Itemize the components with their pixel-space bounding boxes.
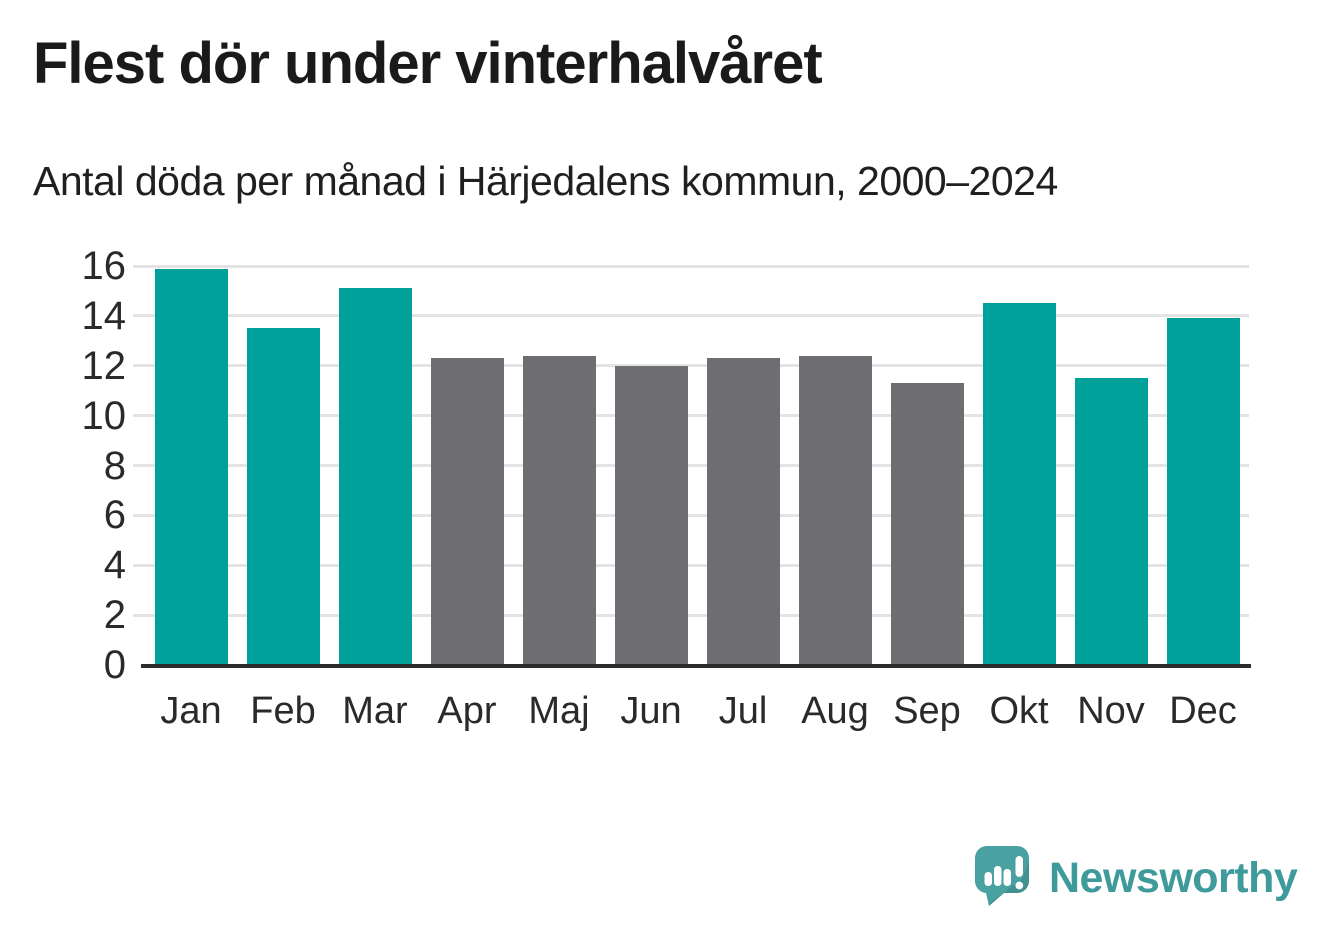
bar-slot-maj [513, 266, 605, 665]
x-tick-label-maj: Maj [528, 690, 590, 732]
gridline-10 [133, 414, 1249, 417]
bar-dec [1166, 318, 1240, 665]
bar-series [145, 266, 1249, 665]
bar-slot-jan [145, 266, 237, 665]
x-tick-label-okt: Okt [989, 690, 1049, 732]
y-tick-label-2: 2 [103, 593, 126, 637]
logo-bar-3 [1003, 869, 1011, 886]
bar-slot-feb [237, 266, 329, 665]
gridline-4 [133, 564, 1249, 567]
logo-exclamation-dot [1015, 881, 1024, 890]
x-tick-label-dec: Dec [1169, 690, 1237, 732]
newsworthy-logo-icon [975, 846, 1029, 906]
bar-jul [706, 358, 780, 665]
x-axis-line [141, 664, 1251, 668]
bar-okt [982, 303, 1056, 665]
logo-exclamation-bar [1015, 856, 1023, 877]
bar-slot-aug [789, 266, 881, 665]
bar-apr [430, 358, 504, 665]
bar-nov [1074, 378, 1148, 665]
y-tick-label-6: 6 [103, 493, 126, 537]
gridline-14 [133, 314, 1249, 317]
bar-slot-nov [1065, 266, 1157, 665]
bar-jan [154, 268, 228, 665]
x-axis-labels: Jan Feb Mar Apr Maj Jun Jul Aug Sep Okt Nov Dec [145, 690, 1249, 733]
x-tick-label-jan: Jan [160, 690, 222, 732]
bar-aug [798, 355, 872, 665]
x-tick-label-jun: Jun [620, 690, 682, 732]
bar-slot-okt [973, 266, 1065, 665]
bar-feb [246, 328, 320, 665]
y-tick-label-12: 12 [81, 344, 127, 388]
logo-bar-2 [994, 866, 1002, 886]
bar-slot-dec [1157, 266, 1249, 665]
brand-name: Newsworthy [1049, 854, 1298, 902]
bar-mar [338, 288, 412, 665]
x-tick-label-sep: Sep [893, 690, 961, 732]
bar-maj [522, 355, 596, 665]
y-tick-label-8: 8 [103, 444, 126, 488]
logo-bar-1 [984, 872, 992, 886]
bar-slot-mar [329, 266, 421, 665]
chart-title: Flest dör under vinterhalvåret [33, 31, 823, 96]
x-tick-label-feb: Feb [250, 690, 316, 732]
bar-slot-apr [421, 266, 513, 665]
x-tick-label-aug: Aug [801, 690, 869, 732]
x-tick-label-nov: Nov [1077, 690, 1145, 732]
gridline-6 [133, 514, 1249, 517]
gridline-2 [133, 614, 1249, 617]
x-tick-label-jul: Jul [718, 690, 768, 732]
y-tick-label-4: 4 [103, 543, 126, 587]
gridline-16 [133, 265, 1249, 268]
bar-slot-jul [697, 266, 789, 665]
y-tick-label-10: 10 [81, 394, 127, 438]
bar-sep [890, 383, 964, 665]
chart-subtitle: Antal döda per månad i Härjedalens kommu… [33, 158, 1058, 204]
bar-slot-jun [605, 266, 697, 665]
y-tick-label-14: 14 [81, 294, 127, 338]
brand-footer: Newsworthy [975, 846, 1298, 908]
x-tick-label-apr: Apr [437, 690, 497, 732]
y-tick-label-16: 16 [81, 244, 127, 288]
plot-area [133, 265, 1249, 665]
gridline-12 [133, 364, 1249, 367]
gridline-8 [133, 464, 1249, 467]
bar-jun [614, 365, 688, 665]
y-tick-label-0: 0 [103, 643, 126, 687]
x-tick-label-mar: Mar [342, 690, 408, 732]
bar-slot-sep [881, 266, 973, 665]
